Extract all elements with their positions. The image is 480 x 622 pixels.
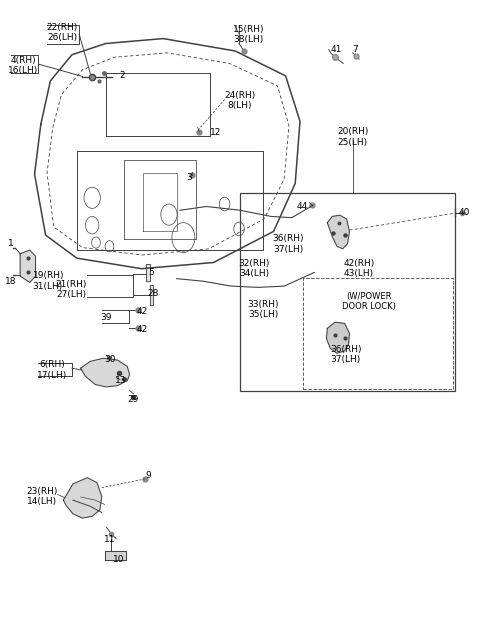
Bar [240, 193, 455, 391]
Text: 32(RH)
34(LH): 32(RH) 34(LH) [239, 259, 270, 279]
Polygon shape [326, 322, 349, 353]
Text: 1: 1 [8, 239, 13, 248]
Text: (W/POWER
DOOR LOCK): (W/POWER DOOR LOCK) [342, 292, 396, 312]
Text: 40: 40 [459, 208, 470, 217]
Text: 36(RH)
37(LH): 36(RH) 37(LH) [330, 345, 361, 364]
Text: 10: 10 [113, 555, 125, 564]
Text: 44: 44 [297, 202, 308, 211]
Text: 42(RH)
43(LH): 42(RH) 43(LH) [343, 259, 375, 279]
Text: 30: 30 [105, 355, 116, 364]
Text: 41: 41 [330, 45, 342, 54]
Text: 13: 13 [115, 376, 127, 385]
Text: 29: 29 [128, 395, 139, 404]
Text: 5: 5 [148, 268, 154, 277]
Text: 42: 42 [137, 307, 148, 315]
Text: 23(RH)
14(LH): 23(RH) 14(LH) [26, 486, 58, 506]
Polygon shape [105, 551, 126, 560]
Polygon shape [327, 215, 349, 249]
Text: 9: 9 [145, 471, 151, 480]
Polygon shape [81, 358, 130, 387]
Text: 33(RH)
35(LH): 33(RH) 35(LH) [247, 300, 279, 320]
Text: 11: 11 [104, 536, 115, 544]
Text: 22(RH)
26(LH): 22(RH) 26(LH) [47, 22, 78, 42]
Text: 15(RH)
38(LH): 15(RH) 38(LH) [233, 24, 264, 44]
Polygon shape [146, 264, 150, 281]
Text: 21(RH)
27(LH): 21(RH) 27(LH) [55, 279, 87, 299]
Polygon shape [63, 478, 102, 518]
Text: 19(RH)
31(LH): 19(RH) 31(LH) [33, 271, 64, 291]
Text: 2: 2 [119, 72, 125, 80]
Text: 6(RH)
17(LH): 6(RH) 17(LH) [36, 360, 67, 380]
Text: 4(RH)
16(LH): 4(RH) 16(LH) [8, 55, 38, 75]
Text: 18: 18 [5, 277, 16, 285]
Text: 3: 3 [187, 173, 192, 182]
Text: 7: 7 [352, 45, 358, 54]
Text: 39: 39 [100, 313, 111, 322]
Text: 36(RH)
37(LH): 36(RH) 37(LH) [272, 234, 304, 254]
Polygon shape [20, 250, 36, 282]
Polygon shape [150, 285, 153, 305]
Text: 12: 12 [210, 128, 222, 137]
Text: 42: 42 [137, 325, 148, 334]
Text: 28: 28 [148, 289, 159, 298]
Text: 20(RH)
25(LH): 20(RH) 25(LH) [337, 127, 369, 147]
Text: 24(RH)
8(LH): 24(RH) 8(LH) [224, 91, 256, 111]
